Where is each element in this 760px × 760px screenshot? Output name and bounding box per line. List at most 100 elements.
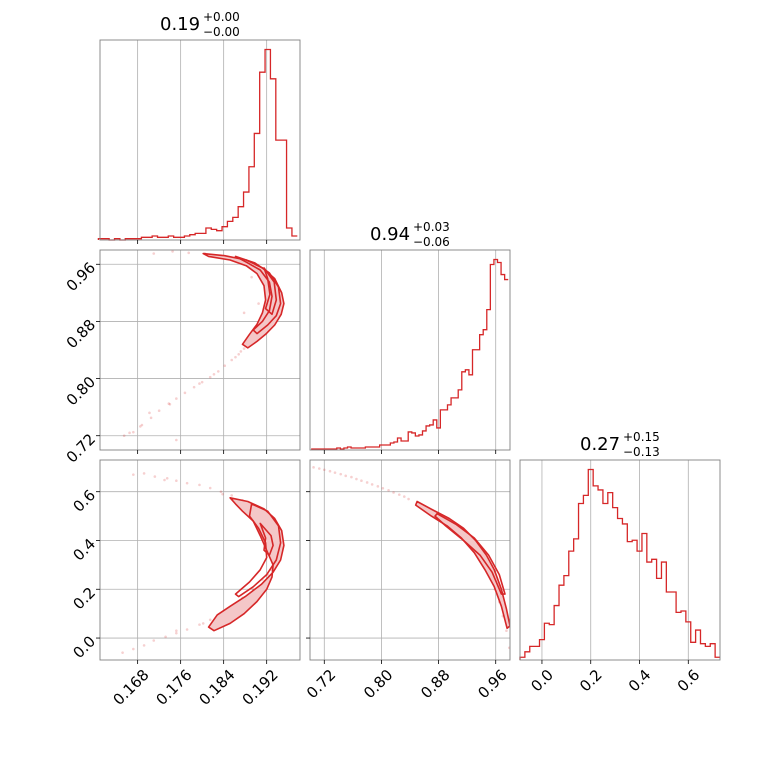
- sample-point: [164, 635, 167, 639]
- panel-title-upper: +0.03: [413, 220, 450, 234]
- hist-param-2: 0.94 +0.03−0.06: [309, 220, 511, 454]
- x-tick-label: 0.6: [674, 666, 704, 696]
- sample-point: [157, 409, 161, 413]
- panel-frame: [309, 249, 511, 451]
- sample-point: [185, 481, 189, 485]
- sample-point: [355, 477, 358, 481]
- sample-point: [208, 618, 212, 622]
- sample-point: [333, 471, 337, 474]
- sample-point: [121, 651, 124, 654]
- panel-frame: [99, 459, 301, 661]
- sample-point: [230, 358, 234, 362]
- sample-point: [132, 473, 135, 476]
- sample-point: [392, 491, 395, 494]
- joint-param-1-vs-param-2: 0.72 0.80 0.88 0.96: [63, 249, 301, 466]
- panel-frame: [519, 459, 721, 661]
- sample-point: [165, 476, 169, 480]
- sample-point: [148, 411, 151, 415]
- sample-point: [230, 494, 234, 497]
- x-tick-label: 0.2: [576, 666, 606, 696]
- x-tick-label: 0.80: [360, 666, 396, 702]
- histogram-step-line: [519, 468, 720, 660]
- panel-title-lower: −0.13: [623, 445, 660, 459]
- sample-point: [328, 469, 332, 473]
- sample-point: [242, 311, 246, 315]
- sample-point: [365, 481, 369, 484]
- sample-point: [387, 488, 390, 492]
- sample-point: [183, 391, 187, 395]
- sample-point: [350, 475, 353, 479]
- joint-param-1-vs-param-3: 0.168 0.176 0.184 0.192 0.0 0.2 0.4 0.6: [69, 459, 301, 709]
- sample-point: [381, 486, 385, 490]
- sample-point: [344, 474, 348, 478]
- sample-point: [175, 438, 178, 442]
- joint-param-2-vs-param-3: 0.72 0.80 0.88 0.96: [303, 459, 511, 702]
- panel-title-value: 0.94: [370, 224, 410, 245]
- sample-point: [507, 646, 510, 650]
- sample-point: [122, 434, 126, 438]
- density-contour: [234, 503, 282, 598]
- sample-point: [322, 468, 326, 472]
- sample-point: [149, 416, 153, 420]
- y-tick-label: 0.80: [63, 373, 99, 409]
- sample-point: [200, 380, 204, 384]
- sample-point: [175, 629, 178, 633]
- sample-point: [198, 483, 201, 487]
- sample-point: [312, 466, 315, 469]
- panel-title-upper: +0.00: [203, 10, 240, 24]
- sample-point: [175, 479, 178, 483]
- sample-point: [185, 628, 189, 631]
- sample-point: [167, 402, 171, 405]
- sample-point: [192, 385, 196, 389]
- x-tick-label: 0.168: [110, 666, 153, 709]
- density-contour: [259, 522, 274, 556]
- sample-point: [198, 623, 201, 626]
- sample-point: [221, 492, 224, 496]
- x-tick-label: 0.176: [153, 666, 196, 709]
- sample-point: [140, 423, 144, 427]
- sample-point: [360, 479, 363, 483]
- y-tick-label: 0.6: [69, 486, 99, 516]
- hist-param-1: 0.19 +0.00−0.00: [97, 10, 301, 244]
- x-tick-label: 0.72: [303, 666, 339, 702]
- panel-frame: [99, 249, 301, 451]
- sample-point: [168, 402, 172, 406]
- x-tick-label: 0.96: [474, 666, 510, 702]
- density-contour: [263, 267, 278, 316]
- sample-point: [212, 372, 216, 376]
- sample-point: [216, 370, 220, 373]
- density-contour: [207, 497, 285, 632]
- panel-title-upper: +0.15: [623, 430, 660, 444]
- sample-point: [339, 472, 343, 476]
- density-contour: [414, 500, 510, 630]
- sample-point: [201, 622, 205, 625]
- sample-point: [139, 425, 142, 428]
- x-tick-label: 0.88: [417, 666, 453, 702]
- sample-point: [407, 497, 410, 501]
- y-tick-label: 0.88: [63, 316, 99, 352]
- sample-point: [142, 644, 146, 647]
- y-tick-label: 0.0: [69, 632, 99, 662]
- sample-point: [376, 485, 380, 488]
- sample-point: [152, 639, 156, 642]
- hist-param-3: 0.27 +0.15−0.13 0.0 0.2 0.4 0.6: [519, 430, 721, 696]
- panel-title-lower: −0.06: [413, 235, 450, 249]
- sample-point: [208, 486, 212, 490]
- y-tick-label: 0.4: [69, 535, 99, 565]
- sample-point: [152, 252, 156, 255]
- sample-point: [132, 430, 135, 434]
- x-tick-label: 0.0: [527, 666, 557, 696]
- sample-point: [163, 478, 166, 482]
- x-tick-label: 0.4: [625, 666, 655, 696]
- sample-point: [505, 629, 508, 633]
- x-tick-label: 0.184: [196, 666, 239, 709]
- sample-point: [153, 475, 157, 478]
- panel-title-value: 0.27: [580, 434, 620, 455]
- sample-point: [187, 251, 191, 255]
- sample-point: [237, 352, 241, 356]
- sample-point: [132, 647, 135, 651]
- sample-point: [198, 382, 201, 385]
- sample-point: [128, 431, 131, 435]
- sample-point: [370, 483, 374, 486]
- sample-point: [142, 472, 146, 475]
